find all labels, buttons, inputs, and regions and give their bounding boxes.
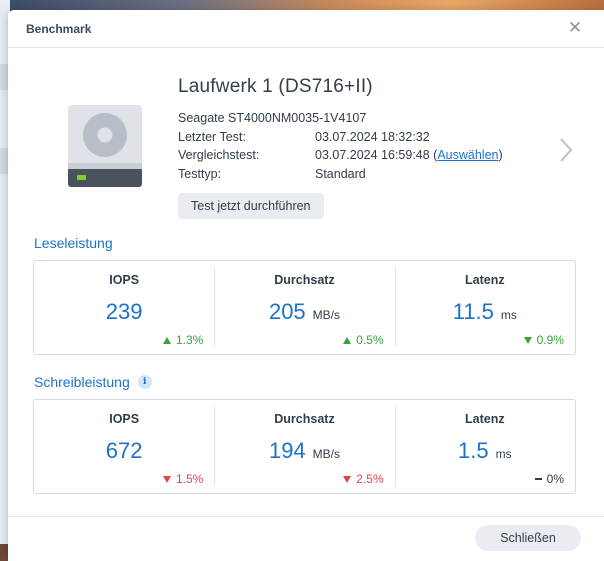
read-throughput-cell: Durchsatz 205 MB/s 0.5% (214, 261, 394, 354)
compare-test-label: Vergleichstest: (178, 148, 260, 162)
write-iops-value-wrap: 672 (34, 438, 214, 464)
write-latency-value-wrap: 1.5 ms (395, 438, 575, 464)
read-latency-label: Latenz (465, 273, 505, 287)
read-iops-value-wrap: 239 (34, 299, 214, 325)
hard-drive-icon (68, 105, 142, 187)
write-performance-panel: IOPS 672 1.5% Durchsatz 194 MB/s 2.5% Lat… (33, 399, 576, 494)
write-latency-label: Latenz (465, 412, 505, 426)
read-latency-delta-value: 0.9% (536, 333, 564, 347)
compare-test-row: Vergleichstest: 03.07.2024 16:59:48 (Aus… (178, 148, 503, 167)
test-type-value: Standard (315, 166, 366, 181)
dialog-title: Benchmark (26, 21, 92, 36)
read-throughput-unit: MB/s (312, 308, 341, 322)
triangle-down-icon (523, 336, 532, 344)
write-latency-delta-value: 0% (546, 472, 564, 486)
read-iops-cell: IOPS 239 1.3% (34, 261, 214, 354)
test-type-label: Testtyp: (178, 166, 222, 181)
read-iops-delta-value: 1.3% (175, 333, 204, 347)
triangle-up-icon (343, 336, 352, 344)
benchmark-dialog: Benchmark ✕ Laufwerk 1 (DS716+II) Seagat… (8, 10, 604, 561)
write-performance-title: Schreibleistung i (34, 374, 152, 390)
write-iops-delta: 1.5% (162, 472, 204, 486)
drive-model-row: Seagate ST4000NM0035-1V4107 (178, 111, 503, 130)
write-iops-delta-value: 1.5% (175, 472, 204, 486)
read-iops-delta: 1.3% (162, 333, 204, 347)
drive-details: Seagate ST4000NM0035-1V4107 Letzter Test… (178, 111, 503, 185)
read-throughput-label: Durchsatz (274, 273, 335, 287)
write-iops-label: IOPS (109, 412, 140, 426)
compare-test-value: 03.07.2024 16:59:48 (Auswählen) (315, 148, 503, 167)
background-tab (0, 64, 10, 90)
drive-name: Laufwerk 1 (DS716+II) (178, 76, 373, 97)
test-type-row: Testtyp: Standard (178, 167, 503, 186)
read-latency-delta: 0.9% (523, 333, 564, 347)
read-performance-panel: IOPS 239 1.3% Durchsatz 205 MB/s 0.5% Lat… (33, 260, 576, 355)
read-iops-label: IOPS (109, 273, 140, 287)
write-iops-cell: IOPS 672 1.5% (34, 400, 214, 493)
read-latency-cell: Latenz 11.5 ms 0.9% (394, 261, 575, 354)
read-latency-value-wrap: 11.5 ms (395, 299, 575, 325)
dialog-header: Benchmark ✕ (8, 10, 604, 48)
write-latency-delta: 0% (534, 472, 564, 486)
dialog-footer: Schließen (8, 516, 604, 561)
read-latency-value: 11.5 (452, 299, 494, 324)
info-icon[interactable]: i (137, 375, 152, 389)
last-test-row: Letzter Test: 03.07.2024 18:32:32 (178, 130, 503, 149)
read-throughput-value: 205 (268, 299, 306, 324)
write-throughput-label: Durchsatz (274, 412, 335, 426)
write-performance-label: Schreibleistung (34, 374, 130, 390)
read-throughput-delta-value: 0.5% (356, 333, 384, 347)
compare-test-suffix: ) (498, 148, 503, 162)
write-throughput-cell: Durchsatz 194 MB/s 2.5% (214, 400, 394, 493)
write-throughput-delta: 2.5% (343, 472, 384, 486)
drive-model: Seagate ST4000NM0035-1V4107 (178, 111, 367, 125)
read-throughput-value-wrap: 205 MB/s (214, 299, 394, 325)
drive-info: Laufwerk 1 (DS716+II) Seagate ST4000NM00… (178, 76, 503, 219)
read-throughput-delta: 0.5% (343, 333, 384, 347)
read-latency-unit: ms (500, 308, 517, 322)
read-performance-title: Leseleistung (34, 235, 113, 251)
last-test-value: 03.07.2024 18:32:32 (315, 129, 430, 144)
chevron-right-icon[interactable] (558, 137, 574, 163)
write-throughput-value: 194 (268, 438, 306, 463)
last-test-label: Letzter Test: (178, 129, 246, 144)
read-performance-label: Leseleistung (34, 235, 113, 251)
write-iops-value: 672 (105, 438, 143, 463)
dash-icon (534, 478, 542, 480)
write-latency-value: 1.5 (458, 438, 489, 463)
write-throughput-delta-value: 2.5% (356, 472, 384, 486)
write-latency-cell: Latenz 1.5 ms 0% (394, 400, 575, 493)
write-throughput-unit: MB/s (312, 447, 341, 461)
compare-test-date: 03.07.2024 16:59:48 ( (315, 148, 438, 162)
triangle-down-icon (343, 475, 352, 483)
select-compare-link[interactable]: Auswählen (437, 148, 499, 162)
triangle-down-icon (162, 475, 171, 483)
background-window-edge (0, 0, 10, 561)
close-button[interactable]: Schließen (475, 525, 581, 551)
write-latency-unit: ms (495, 447, 512, 461)
close-icon[interactable]: ✕ (567, 18, 583, 37)
background-tab (0, 148, 10, 174)
run-test-button[interactable]: Test jetzt durchführen (178, 193, 324, 219)
write-throughput-value-wrap: 194 MB/s (214, 438, 394, 464)
read-iops-value: 239 (105, 299, 143, 324)
triangle-up-icon (162, 336, 171, 344)
